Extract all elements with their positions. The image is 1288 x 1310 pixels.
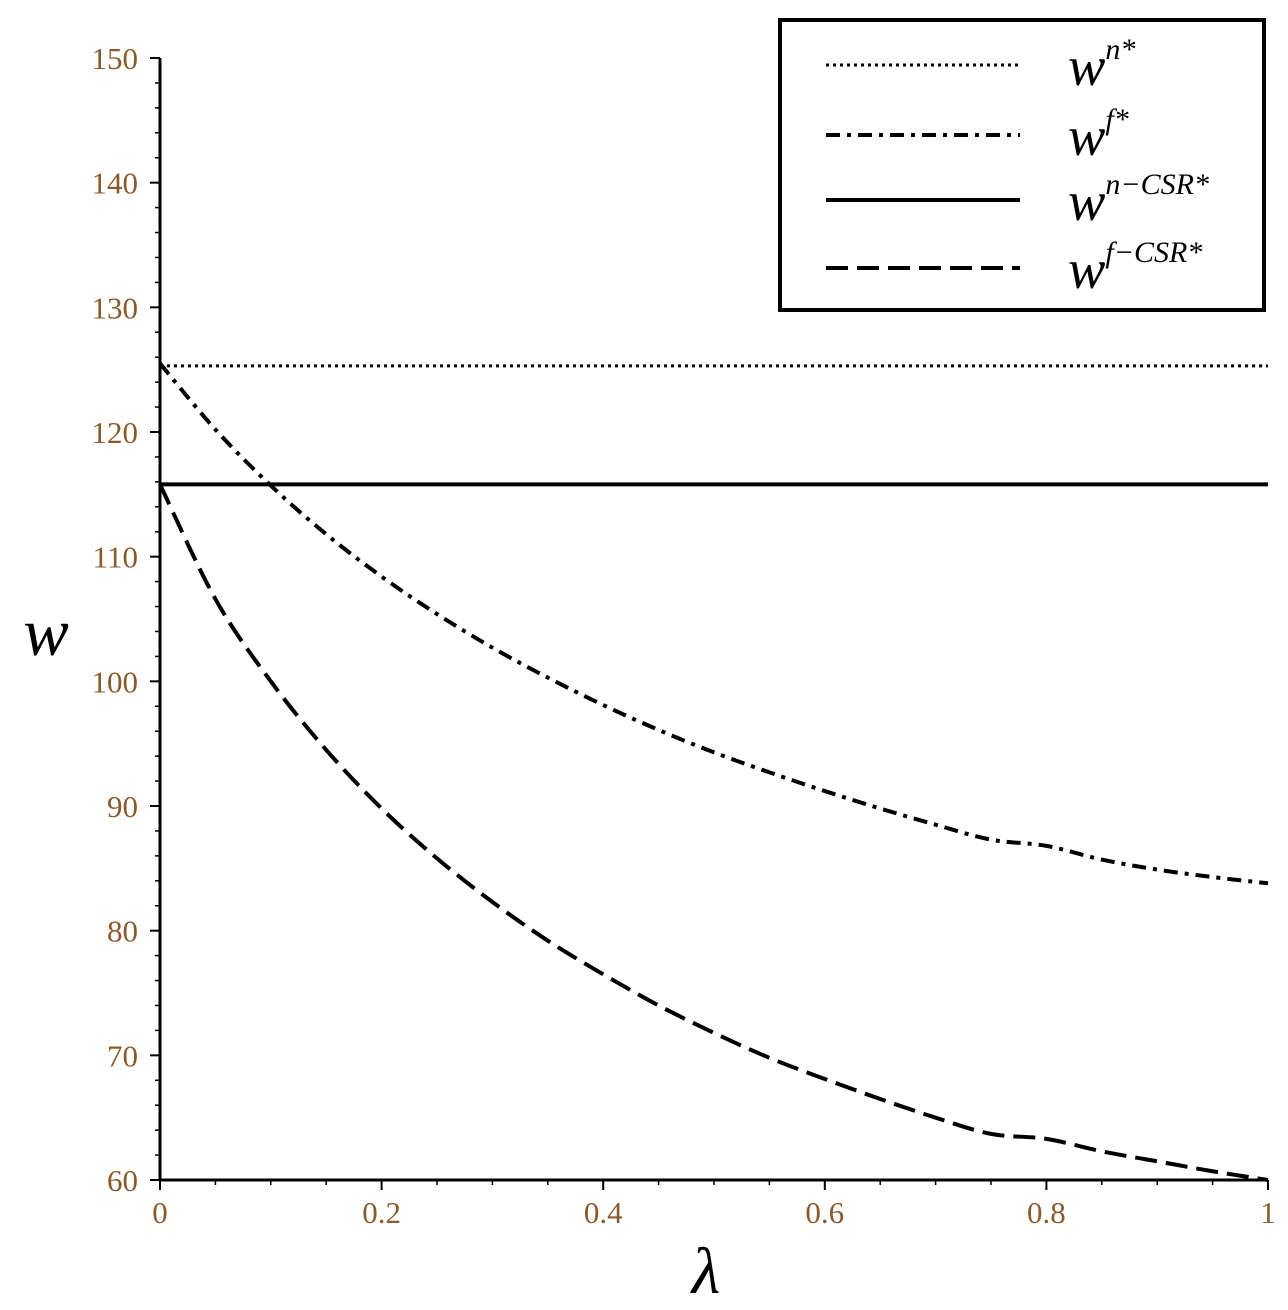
x-tick-label: 0.8 bbox=[1027, 1195, 1066, 1230]
x-tick-label: 0.2 bbox=[362, 1195, 401, 1230]
y-tick-label: 70 bbox=[107, 1038, 138, 1073]
legend: wn*wf*wn−CSR*wf−CSR* bbox=[778, 18, 1266, 312]
y-tick-label: 100 bbox=[92, 664, 139, 699]
series-line-4 bbox=[158, 483, 1269, 1182]
y-tick-label: 80 bbox=[107, 914, 138, 949]
x-tick-label: 1 bbox=[1260, 1195, 1276, 1230]
y-tick-label: 150 bbox=[92, 41, 139, 76]
series-line-2 bbox=[158, 362, 1269, 886]
x-tick-label: 0 bbox=[152, 1195, 168, 1230]
x-tick-label: 0.4 bbox=[584, 1195, 623, 1230]
legend-box bbox=[778, 18, 1266, 312]
legend-label-2: wf* bbox=[1068, 103, 1129, 168]
x-tick-label: 0.6 bbox=[805, 1195, 844, 1230]
y-tick-label: 130 bbox=[92, 290, 139, 325]
ticks: 60 70 80 90 100 110 120 130 140 150 0 0.2 0.4 0.6 0.8 1 bbox=[92, 41, 1276, 1230]
y-tick-label: 140 bbox=[92, 166, 139, 201]
legend-label-3: wn−CSR* bbox=[1068, 168, 1209, 233]
y-axis-title: w bbox=[23, 594, 68, 670]
y-tick-label: 110 bbox=[93, 540, 138, 575]
legend-label-4: wf−CSR* bbox=[1068, 236, 1202, 301]
x-axis-title: λ bbox=[690, 1235, 721, 1308]
y-tick-label: 60 bbox=[107, 1163, 138, 1198]
y-tick-label: 90 bbox=[107, 789, 138, 824]
legend-label-1: wn* bbox=[1068, 33, 1135, 98]
y-tick-label: 120 bbox=[92, 415, 139, 450]
series-lines bbox=[158, 362, 1269, 1182]
